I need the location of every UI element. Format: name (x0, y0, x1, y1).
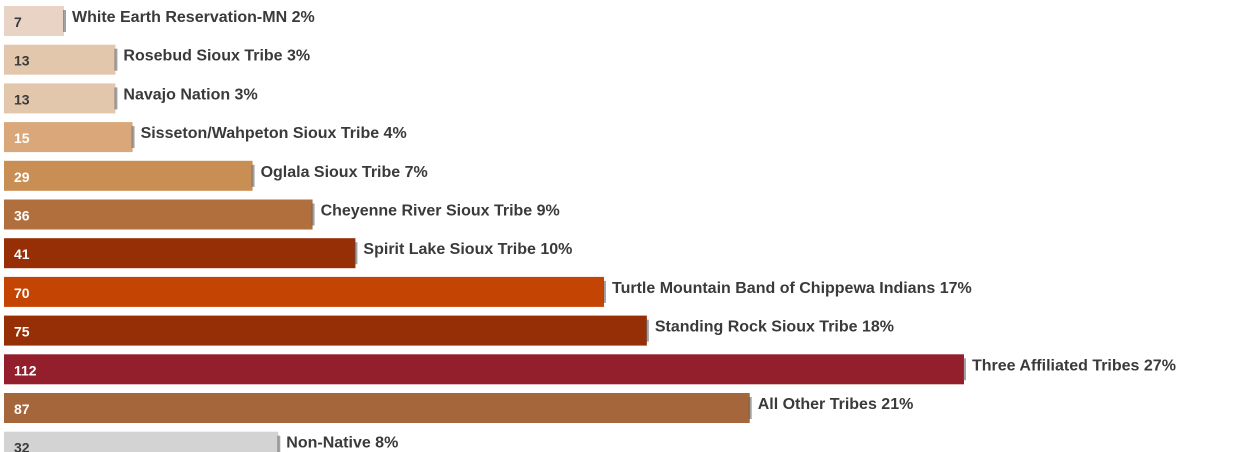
bar-0 (4, 6, 64, 36)
category-label-11: Non-Native 8% (286, 435, 398, 452)
bar-9 (4, 354, 964, 385)
category-label-8: Standing Rock Sioux Tribe 18% (655, 319, 894, 336)
bar-value-label-9: 112 (14, 362, 37, 378)
bar-value-label-3: 15 (14, 130, 30, 146)
bar-end-tick-10 (748, 397, 752, 419)
category-label-10: All Other Tribes 21% (758, 396, 914, 413)
bar-value-label-0: 7 (14, 14, 22, 30)
bar-5 (4, 199, 313, 230)
bar-value-label-8: 75 (14, 324, 30, 340)
bar-end-tick-2 (114, 87, 118, 110)
bar-value-label-6: 41 (14, 246, 30, 262)
bar-value-label-11: 32 (14, 440, 30, 452)
category-label-1: Rosebud Sioux Tribe 3% (123, 48, 310, 65)
bar-end-tick-3 (131, 126, 135, 149)
bar-end-tick-6 (354, 242, 358, 265)
category-label-3: Sisseton/Wahpeton Sioux Tribe 4% (141, 125, 407, 142)
bar-end-tick-1 (114, 48, 118, 71)
bar-value-label-2: 13 (14, 91, 30, 107)
bar-end-tick-9 (963, 358, 966, 381)
bars-group: 7 White Earth Reservation-MN 2% 13 Rosebud … (4, 6, 1176, 452)
bar-11 (4, 431, 279, 452)
category-label-4: Oglala Sioux Tribe 7% (261, 164, 428, 181)
bar-3 (4, 122, 133, 153)
bar-10 (4, 393, 750, 423)
bar-2 (4, 83, 116, 114)
bar-end-tick-4 (251, 164, 255, 187)
category-label-0: White Earth Reservation-MN 2% (72, 9, 315, 26)
bar-end-tick-5 (311, 203, 315, 226)
bar-7 (4, 276, 604, 307)
category-label-5: Cheyenne River Sioux Tribe 9% (321, 203, 560, 220)
bar-8 (4, 315, 647, 346)
bar-value-label-10: 87 (14, 401, 30, 417)
bar-1 (4, 44, 116, 75)
category-label-9: Three Affiliated Tribes 27% (972, 357, 1176, 374)
bar-end-tick-0 (63, 10, 66, 32)
bar-4 (4, 160, 253, 191)
bar-value-label-4: 29 (14, 169, 30, 185)
category-label-2: Navajo Nation 3% (123, 86, 257, 103)
category-label-6: Spirit Lake Sioux Tribe 10% (363, 241, 572, 258)
bar-end-tick-8 (645, 319, 649, 342)
bar-6 (4, 238, 356, 269)
bar-end-tick-7 (603, 280, 606, 303)
category-label-7: Turtle Mountain Band of Chippewa Indians… (612, 280, 972, 297)
bar-value-label-1: 13 (14, 53, 30, 69)
bar-value-label-5: 36 (14, 208, 30, 224)
bar-value-label-7: 70 (14, 285, 30, 301)
bar-end-tick-11 (277, 435, 281, 452)
